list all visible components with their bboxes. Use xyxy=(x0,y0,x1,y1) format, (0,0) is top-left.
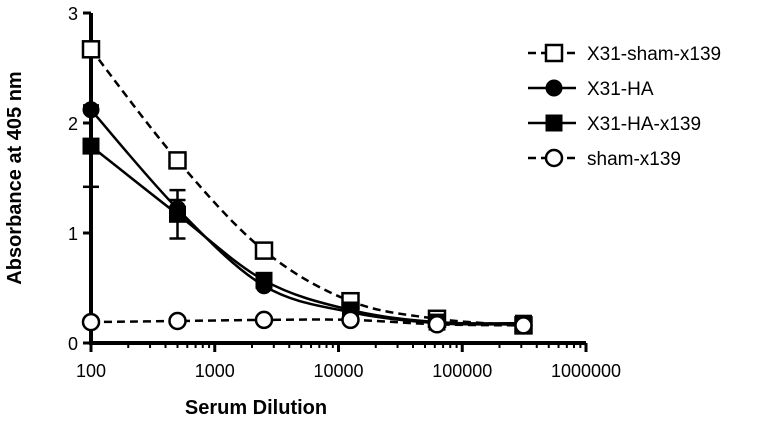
y-tick-label: 1 xyxy=(68,224,78,244)
data-point xyxy=(427,315,447,334)
legend-item: X31-HA-x139 xyxy=(528,114,701,135)
series-X31-HA-x139 xyxy=(82,104,532,332)
legend-label: X31-HA-x139 xyxy=(587,114,701,135)
x-tick-label: 10000 xyxy=(313,361,363,381)
legend-item: sham-x139 xyxy=(528,148,681,170)
data-point xyxy=(514,316,533,335)
series-X31-sham-x139 xyxy=(81,40,533,335)
legend: X31-sham-x139 X31-HA X31-HA-x139 sham-x139 xyxy=(528,43,721,170)
data-point xyxy=(255,271,273,289)
data-point xyxy=(81,312,101,332)
series-line xyxy=(90,48,524,327)
legend-marker xyxy=(545,79,563,97)
y-axis-title: Absorbance at 405 nm xyxy=(4,71,26,284)
data-point xyxy=(341,310,360,330)
data-point xyxy=(168,311,187,331)
legend-label: sham-x139 xyxy=(587,149,681,170)
axes: 0 1 2 3 100 1000 10000 100000 1000000 xyxy=(68,4,621,381)
series-sham-x139 xyxy=(81,310,533,335)
series-line xyxy=(90,145,524,325)
x-tick-label: 100 xyxy=(76,361,106,381)
series-line xyxy=(90,108,524,326)
x-axis-title: Serum Dilution xyxy=(185,397,327,418)
y-tick-label: 3 xyxy=(68,4,78,24)
data-point xyxy=(168,151,187,170)
x-tick-label: 100000 xyxy=(432,361,492,381)
legend-marker xyxy=(544,148,564,168)
legend-marker xyxy=(544,43,564,63)
data-point xyxy=(81,40,101,59)
series-layer xyxy=(81,40,533,335)
legend-label: X31-sham-x139 xyxy=(587,44,721,65)
data-point xyxy=(82,137,100,155)
data-point xyxy=(254,241,274,260)
y-tick-label: 2 xyxy=(68,114,78,134)
legend-item: X31-HA xyxy=(528,79,654,100)
x-tick-label: 1000 xyxy=(195,361,235,381)
data-point xyxy=(254,310,274,330)
legend-label: X31-HA xyxy=(587,79,654,100)
data-point xyxy=(168,205,186,223)
y-tick-label: 0 xyxy=(68,334,78,354)
legend-marker xyxy=(545,114,563,132)
x-tick-label: 1000000 xyxy=(551,361,621,381)
legend-item: X31-sham-x139 xyxy=(528,43,721,65)
